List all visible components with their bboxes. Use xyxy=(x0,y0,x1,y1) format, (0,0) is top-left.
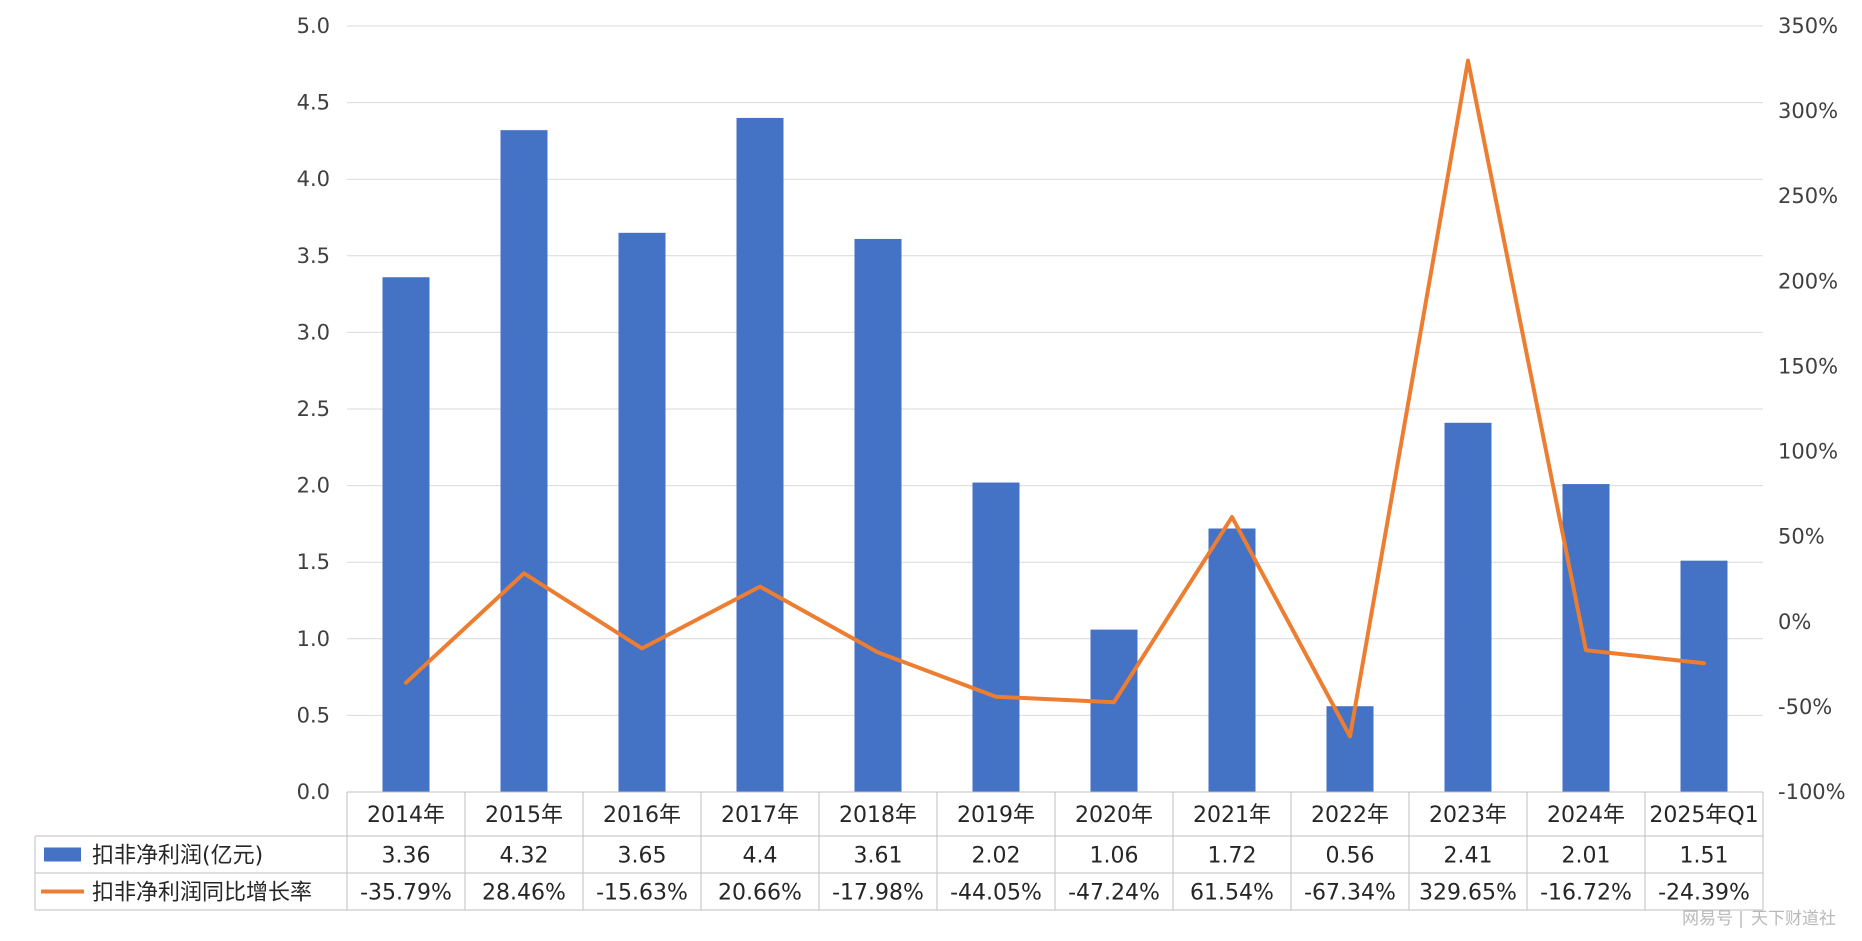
data-table: 2014年 2015年 2016年 2017年 2018年 2019年 2020年 2021年… xyxy=(35,792,1763,910)
category-label: 2023年 xyxy=(1429,803,1507,828)
y-right-tick-label: 150% xyxy=(1778,354,1838,378)
bar xyxy=(1445,423,1492,792)
bar xyxy=(1091,630,1138,792)
bar-series xyxy=(383,118,1728,792)
bar-value-label: 3.36 xyxy=(382,844,431,869)
bar-value-label: 3.61 xyxy=(854,844,903,869)
line-value-label: -15.63% xyxy=(596,881,688,906)
line-value-label: -47.24% xyxy=(1068,881,1160,906)
bar xyxy=(1209,528,1256,792)
bar xyxy=(737,118,784,792)
bar-value-label: 1.06 xyxy=(1090,844,1139,869)
category-label: 2021年 xyxy=(1193,803,1271,828)
bar-value-label: 2.41 xyxy=(1444,844,1493,869)
y-left-tick-label: 3.5 xyxy=(297,244,330,268)
bar-value-label: 1.72 xyxy=(1208,844,1257,869)
category-label: 2018年 xyxy=(839,803,917,828)
watermark: 网易号 | 天下财道社 xyxy=(1682,909,1836,929)
line-value-label: -44.05% xyxy=(950,881,1042,906)
bar-value-label: 2.01 xyxy=(1562,844,1611,869)
watermark-site: 网易号 xyxy=(1682,909,1733,929)
bar xyxy=(1681,561,1728,792)
watermark-separator: | xyxy=(1738,909,1744,929)
bar xyxy=(383,277,430,792)
bar xyxy=(1563,484,1610,792)
watermark-author: 天下财道社 xyxy=(1751,909,1836,929)
legend-swatch-bar xyxy=(44,848,81,862)
category-label: 2017年 xyxy=(721,803,799,828)
y-left-tick-label: 0.0 xyxy=(297,780,330,804)
category-label: 2020年 xyxy=(1075,803,1153,828)
bar xyxy=(501,130,548,792)
y-left-tick-label: 1.5 xyxy=(297,550,330,574)
y-left-tick-label: 1.0 xyxy=(297,627,330,651)
line-value-label: 61.54% xyxy=(1190,881,1274,906)
category-label: 2015年 xyxy=(485,803,563,828)
y-left-tick-label: 3.0 xyxy=(297,320,330,344)
y-left-tick-label: 5.0 xyxy=(297,14,330,38)
y-right-tick-label: 0% xyxy=(1778,610,1811,634)
category-label: 2019年 xyxy=(957,803,1035,828)
y-right-tick-label: -100% xyxy=(1778,780,1846,804)
y-right-tick-label: 250% xyxy=(1778,184,1838,208)
bar xyxy=(973,483,1020,792)
line-value-label: -35.79% xyxy=(360,881,452,906)
category-label: 2025年Q1 xyxy=(1649,803,1758,828)
bar xyxy=(1327,706,1374,792)
category-label: 2022年 xyxy=(1311,803,1389,828)
line-value-label: -17.98% xyxy=(832,881,924,906)
y-left-tick-label: 4.5 xyxy=(297,91,330,115)
line-series xyxy=(406,61,1704,737)
y-left-tick-label: 4.0 xyxy=(297,167,330,191)
line-value-label: 20.66% xyxy=(718,881,802,906)
y-left-tick-label: 2.5 xyxy=(297,397,330,421)
y-right-tick-label: 50% xyxy=(1778,525,1825,549)
line-value-label: 28.46% xyxy=(482,881,566,906)
y-right-tick-label: 200% xyxy=(1778,269,1838,293)
line-value-label: 329.65% xyxy=(1419,881,1517,906)
line-value-label: -24.39% xyxy=(1658,881,1750,906)
bar-value-label: 2.02 xyxy=(972,844,1021,869)
bar-value-label: 0.56 xyxy=(1326,844,1375,869)
bar xyxy=(619,233,666,792)
grid-lines xyxy=(347,26,1763,715)
growth-rate-line xyxy=(406,61,1704,737)
y-right-tick-label: 300% xyxy=(1778,99,1838,123)
y-right-tick-label: -50% xyxy=(1778,695,1832,719)
legend-label-bar: 扣非净利润(亿元) xyxy=(92,844,263,869)
category-label: 2024年 xyxy=(1547,803,1625,828)
bar-value-label: 4.32 xyxy=(500,844,549,869)
y-right-tick-label: 350% xyxy=(1778,14,1838,38)
line-value-label: -67.34% xyxy=(1304,881,1396,906)
bar-value-label: 3.65 xyxy=(618,844,667,869)
bar xyxy=(855,239,902,792)
y-right-tick-label: 100% xyxy=(1778,440,1838,464)
bar-value-label: 1.51 xyxy=(1680,844,1729,869)
category-label: 2016年 xyxy=(603,803,681,828)
bar-value-label: 4.4 xyxy=(743,844,778,869)
legend-label-line: 扣非净利润同比增长率 xyxy=(92,881,312,906)
line-value-label: -16.72% xyxy=(1540,881,1632,906)
category-label: 2014年 xyxy=(367,803,445,828)
y-left-tick-label: 0.5 xyxy=(297,703,330,727)
y-left-tick-label: 2.0 xyxy=(297,474,330,498)
